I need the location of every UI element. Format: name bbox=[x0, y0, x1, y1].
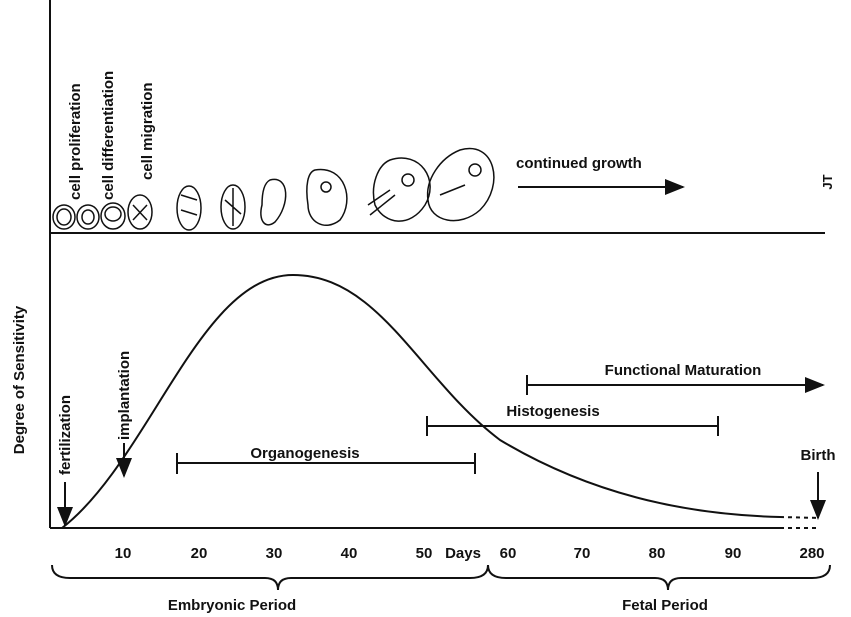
curve-break bbox=[779, 516, 821, 529]
period-label: Fetal Period bbox=[622, 597, 708, 614]
stage-label: cell migration bbox=[139, 82, 156, 180]
event-label: Birth bbox=[801, 447, 836, 464]
stage-label: cell differentiation bbox=[100, 71, 117, 200]
y-axis-label: Degree of Sensitivity bbox=[11, 305, 28, 454]
x-axis-label: Days bbox=[445, 545, 481, 562]
event-label: fertilization bbox=[57, 395, 74, 475]
initials: JT bbox=[820, 174, 835, 189]
x-tick-label: 90 bbox=[725, 545, 742, 562]
x-tick-label: 30 bbox=[266, 545, 283, 562]
stage-label: cell proliferation bbox=[67, 83, 84, 200]
brace bbox=[487, 564, 831, 591]
x-tick-label: 70 bbox=[574, 545, 591, 562]
x-tick-label: 280 bbox=[799, 545, 824, 562]
x-ticks: 10 20 30 40 50 60 70 80 90 280 bbox=[115, 545, 825, 562]
period-label: Embryonic Period bbox=[168, 597, 296, 614]
brace bbox=[51, 564, 489, 591]
process-label: Histogenesis bbox=[506, 403, 599, 420]
process-bar bbox=[176, 453, 476, 474]
x-tick-label: 60 bbox=[500, 545, 517, 562]
process-bar bbox=[426, 416, 719, 436]
x-tick-label: 80 bbox=[649, 545, 666, 562]
process-label: Functional Maturation bbox=[605, 362, 762, 379]
x-tick-label: 10 bbox=[115, 545, 132, 562]
embryo-illustrations bbox=[52, 147, 495, 231]
process-label: Organogenesis bbox=[250, 445, 359, 462]
x-tick-label: 40 bbox=[341, 545, 358, 562]
x-tick-label: 20 bbox=[191, 545, 208, 562]
event-label: implantation bbox=[116, 351, 133, 440]
sensitivity-curve bbox=[61, 273, 781, 529]
top-label: continued growth bbox=[516, 155, 642, 172]
x-tick-label: 50 bbox=[416, 545, 433, 562]
